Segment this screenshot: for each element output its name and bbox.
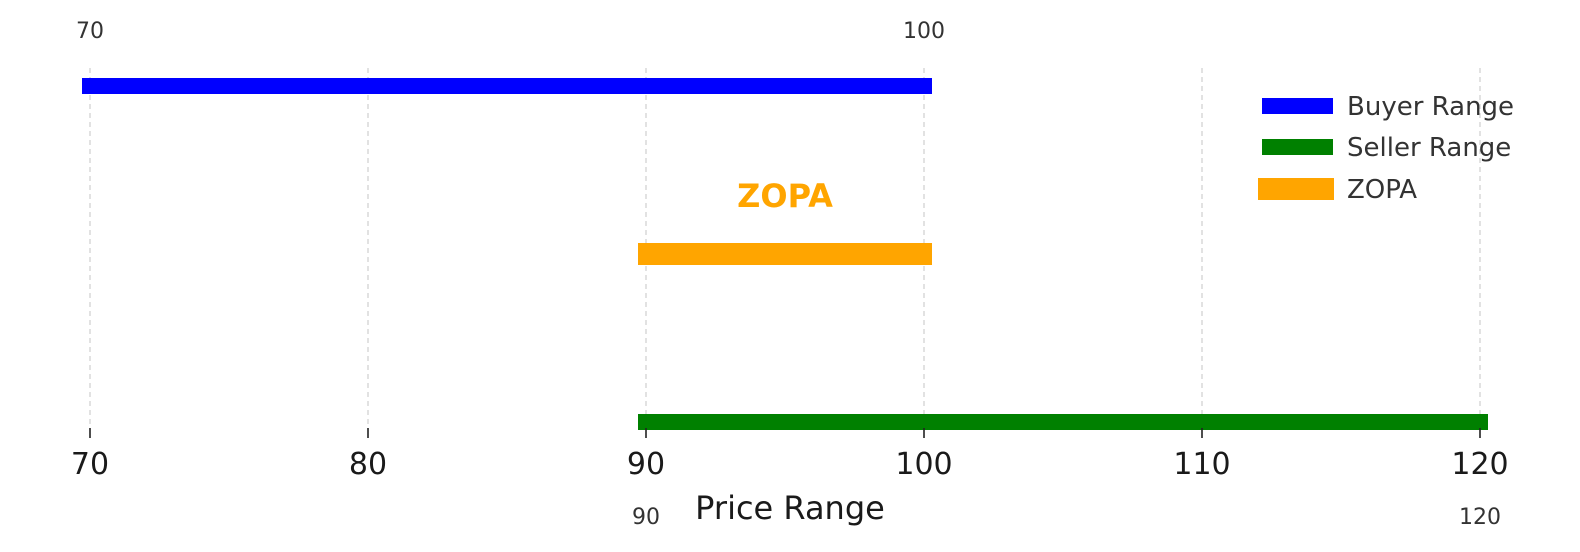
x-tick-label: 90 — [627, 447, 665, 482]
legend-label: ZOPA — [1347, 175, 1417, 205]
zopa-annotation: ZOPA — [737, 177, 833, 215]
x-tick-label: 100 — [895, 447, 952, 482]
buyer-endpoint-label: 100 — [903, 19, 945, 44]
legend-label: Buyer Range — [1347, 92, 1514, 122]
x-tick-label: 70 — [71, 447, 109, 482]
range-bars — [82, 78, 1488, 430]
seller-range-bar — [638, 414, 1488, 430]
seller-endpoint-label: 120 — [1459, 505, 1501, 530]
x-axis-title: Price Range — [695, 489, 885, 527]
legend-swatch — [1262, 139, 1333, 155]
legend-label: Seller Range — [1347, 133, 1511, 163]
buyer-endpoint-label: 70 — [76, 19, 104, 44]
buyer-range-bar — [82, 78, 932, 94]
legend-swatch — [1262, 98, 1333, 114]
legend-swatch — [1258, 178, 1334, 200]
x-tick-label: 110 — [1173, 447, 1230, 482]
seller-endpoint-label: 90 — [632, 505, 660, 530]
x-tick-label: 80 — [349, 447, 387, 482]
zopa-bar — [638, 243, 932, 265]
x-tick-label: 120 — [1451, 447, 1508, 482]
legend: Buyer Range Seller Range ZOPA — [1258, 92, 1514, 205]
annotations: ZOPA 70 100 90 120 — [76, 19, 1501, 530]
x-axis: 70 80 90 100 110 120 — [71, 428, 1509, 482]
